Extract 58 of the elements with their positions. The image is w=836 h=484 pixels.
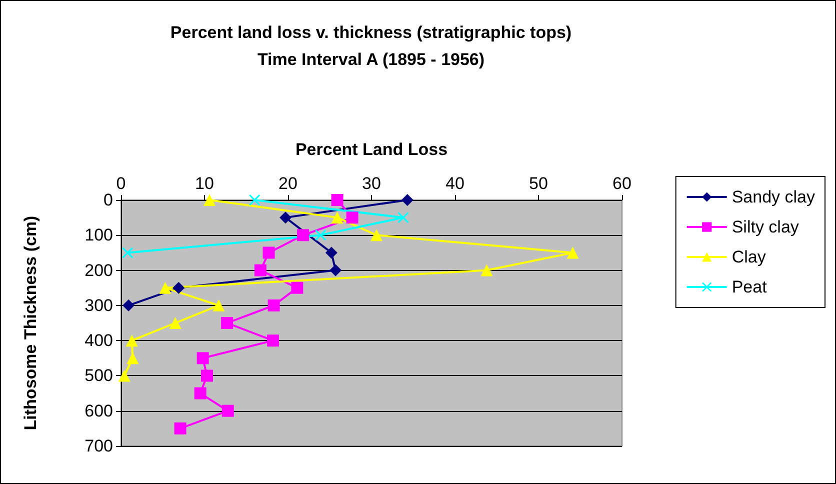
point xyxy=(194,387,206,400)
legend-label: Sandy clay xyxy=(732,188,816,206)
point xyxy=(297,229,310,242)
point xyxy=(169,317,182,329)
point xyxy=(315,230,326,241)
y-tick-label: 600 xyxy=(84,401,113,420)
point xyxy=(201,370,214,382)
point xyxy=(122,247,134,258)
legend-label: Peat xyxy=(732,278,768,296)
point xyxy=(331,194,344,206)
y-tick-label: 500 xyxy=(84,366,113,386)
point xyxy=(126,352,139,364)
y-tick-label: 700 xyxy=(84,436,113,456)
point xyxy=(172,282,185,294)
point xyxy=(480,264,493,276)
point xyxy=(370,229,383,242)
point xyxy=(330,264,342,276)
point xyxy=(174,422,186,434)
point xyxy=(262,246,275,259)
point xyxy=(212,299,225,312)
point xyxy=(126,334,138,347)
x-axis-title: Percent Land Loss xyxy=(295,140,448,159)
chart-subtitle: Time Interval A (1895 - 1956) xyxy=(257,50,485,69)
point xyxy=(222,404,234,417)
point xyxy=(401,194,414,206)
x-tick-label: 40 xyxy=(446,174,464,193)
point xyxy=(221,317,234,329)
point xyxy=(291,282,304,294)
point xyxy=(254,264,266,276)
point xyxy=(122,299,135,312)
point xyxy=(266,334,279,347)
x-tick-label: 20 xyxy=(278,174,298,193)
point xyxy=(204,194,216,206)
x-tick-label: 0 xyxy=(116,174,126,193)
point xyxy=(325,246,338,259)
legend-label: Clay xyxy=(732,248,766,266)
point xyxy=(159,282,172,294)
y-tick-label: 200 xyxy=(84,260,113,280)
x-tick-label: 60 xyxy=(612,174,632,193)
x-tick-label: 10 xyxy=(195,174,214,193)
x-tick-label: 50 xyxy=(529,174,548,193)
point xyxy=(279,212,292,224)
point xyxy=(268,299,280,312)
legend-label: Silty clay xyxy=(732,218,800,236)
y-tick-label: 0 xyxy=(104,190,113,210)
y-axis-title: Lithosome Thickness (cm) xyxy=(21,216,40,430)
point xyxy=(566,246,579,259)
point xyxy=(196,352,209,364)
y-tick-label: 400 xyxy=(84,331,113,350)
point xyxy=(331,212,344,224)
y-tick-label: 300 xyxy=(84,296,113,315)
point xyxy=(249,194,260,206)
point xyxy=(118,370,130,382)
x-tick-label: 30 xyxy=(362,174,381,193)
point xyxy=(346,212,358,224)
chart-title: Percent land loss v. thickness (stratigraphic tops) xyxy=(170,23,572,42)
y-tick-label: 100 xyxy=(84,226,113,245)
point xyxy=(398,212,409,224)
